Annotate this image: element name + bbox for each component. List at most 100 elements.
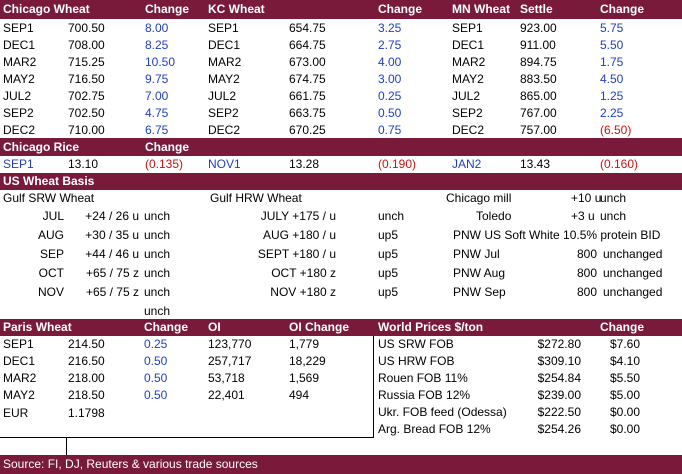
kc-month: DEC1 — [208, 38, 241, 52]
rice-change-title: Change — [145, 140, 190, 154]
kc-change: 0.50 — [378, 106, 402, 120]
mn-price: 894.75 — [520, 55, 557, 69]
paris-title: Paris Wheat — [3, 320, 72, 334]
chicago-price: 702.75 — [68, 89, 105, 103]
world-price: $254.84 — [537, 371, 581, 385]
world-label: Arg. Bread FOB 12% — [378, 422, 491, 436]
mn-price: 883.50 — [520, 72, 557, 86]
paris-change: 0.50 — [144, 354, 168, 368]
kc-price: 670.25 — [289, 123, 326, 137]
srw-month: SEP — [39, 247, 64, 261]
srw-month: JUL — [42, 209, 64, 223]
hrw-basis: NOV +180 z — [270, 285, 336, 299]
kc-price: 674.75 — [289, 72, 326, 86]
chicago-mill-value: +10 u — [571, 191, 602, 205]
paris-bottom-border — [0, 437, 374, 438]
hrw-basis: SEPT +180 / u — [257, 247, 336, 261]
chicago-mill-change: unch — [600, 191, 627, 205]
kc-change-title: Change — [378, 2, 423, 16]
chicago-month: JUL2 — [3, 89, 32, 103]
srw-change: unch — [144, 285, 171, 299]
world-label: Ukr. FOB feed (Odessa) — [378, 405, 507, 419]
chicago-change: 8.25 — [145, 38, 169, 52]
chicago-price: 700.50 — [68, 21, 105, 35]
basis-header-bar: US Wheat Basis — [0, 173, 682, 190]
chicago-mill-label: Chicago mill — [446, 191, 512, 205]
pnw-change: unchanged — [603, 285, 663, 299]
paris-change: 0.25 — [144, 337, 168, 351]
kc-month: SEP1 — [208, 21, 239, 35]
rice-month: SEP1 — [3, 157, 34, 171]
mn-change-title: Change — [600, 2, 645, 16]
paris-month: DEC1 — [3, 354, 36, 368]
paris-oi-change: 1,779 — [289, 337, 320, 351]
mn-month: MAY2 — [452, 72, 484, 86]
chicago-month: DEC2 — [3, 123, 36, 137]
paris-change-title: Change — [144, 320, 189, 334]
pnw-label: PNW Jul — [453, 247, 500, 261]
kc-change: 0.25 — [378, 89, 402, 103]
kc-change: 0.75 — [378, 123, 402, 137]
pnw-label: PNW Sep — [453, 285, 506, 299]
chicago-change: 9.75 — [145, 72, 169, 86]
rice-header-bar: Chicago Rice Change — [0, 138, 682, 156]
paris-price: 218.00 — [68, 371, 105, 385]
srw-month: OCT — [38, 266, 64, 280]
world-change-title: Change — [600, 320, 645, 334]
pnw-change: unchanged — [603, 266, 663, 280]
paris-price: 214.50 — [68, 337, 105, 351]
wheat-header-bar: Chicago Wheat Change KC Wheat Change MN … — [0, 0, 682, 19]
chicago-change: 6.75 — [145, 123, 169, 137]
world-label: Russia FOB 12% — [378, 388, 471, 402]
srw-change: unch — [144, 266, 171, 280]
world-change: $4.10 — [609, 354, 640, 368]
mn-price: 911.00 — [520, 38, 556, 52]
gulf-hrw-title: Gulf HRW Wheat — [210, 191, 302, 205]
kc-price: 664.75 — [289, 38, 326, 52]
world-change: $5.00 — [609, 388, 640, 402]
rice-change: (0.190) — [378, 157, 417, 171]
rice-title: Chicago Rice — [3, 140, 80, 154]
mn-change: 5.75 — [600, 21, 624, 35]
world-price: $272.80 — [537, 337, 581, 351]
kc-price: 663.75 — [289, 106, 326, 120]
chicago-price: 716.50 — [68, 72, 105, 86]
basis-title: US Wheat Basis — [3, 174, 95, 188]
srw-change: unch — [144, 209, 171, 223]
paris-oi: 257,717 — [208, 354, 252, 368]
rice-month: JAN2 — [452, 157, 482, 171]
world-left-border — [373, 336, 374, 438]
world-change: $5.50 — [609, 371, 640, 385]
eur-value: 1.1798 — [68, 406, 105, 420]
chicago-price: 715.25 — [68, 55, 105, 69]
chicago-change: 10.50 — [145, 55, 176, 69]
srw-month: AUG — [37, 228, 64, 242]
pnw-change: unchanged — [603, 247, 663, 261]
paris-change: 0.50 — [144, 371, 168, 385]
eur-label: EUR — [3, 406, 29, 420]
world-label: US SRW FOB — [378, 337, 454, 351]
paris-month: MAY2 — [3, 388, 35, 402]
mn-month: DEC2 — [452, 123, 485, 137]
paris-month: MAR2 — [3, 371, 37, 385]
paris-oi-title: OI — [208, 320, 221, 334]
paris-world-header-bar: Paris Wheat Change OI OI Change World Pr… — [0, 319, 682, 336]
kc-month: MAY2 — [208, 72, 240, 86]
hrw-change: unch — [378, 209, 405, 223]
rice-month: NOV1 — [208, 157, 241, 171]
world-change: $0.00 — [609, 422, 640, 436]
pnw-note: PNW US Soft White 10.5% protein BID — [453, 228, 661, 242]
mn-price: 865.00 — [520, 89, 557, 103]
rice-price: 13.43 — [520, 157, 551, 171]
paris-change: 0.50 — [144, 388, 168, 402]
srw-change: unch — [144, 304, 171, 318]
world-title: World Prices $/ton — [378, 320, 484, 334]
chicago-month: MAY2 — [3, 72, 35, 86]
pnw-value: 800 — [576, 266, 597, 280]
hrw-basis: JULY +175 / u — [260, 209, 336, 223]
mn-change: (6.50) — [600, 123, 632, 137]
chicago-change-title: Change — [145, 2, 190, 16]
kc-price: 654.75 — [289, 21, 326, 35]
mn-month: DEC1 — [452, 38, 485, 52]
mn-settle-title: Settle — [520, 2, 553, 16]
